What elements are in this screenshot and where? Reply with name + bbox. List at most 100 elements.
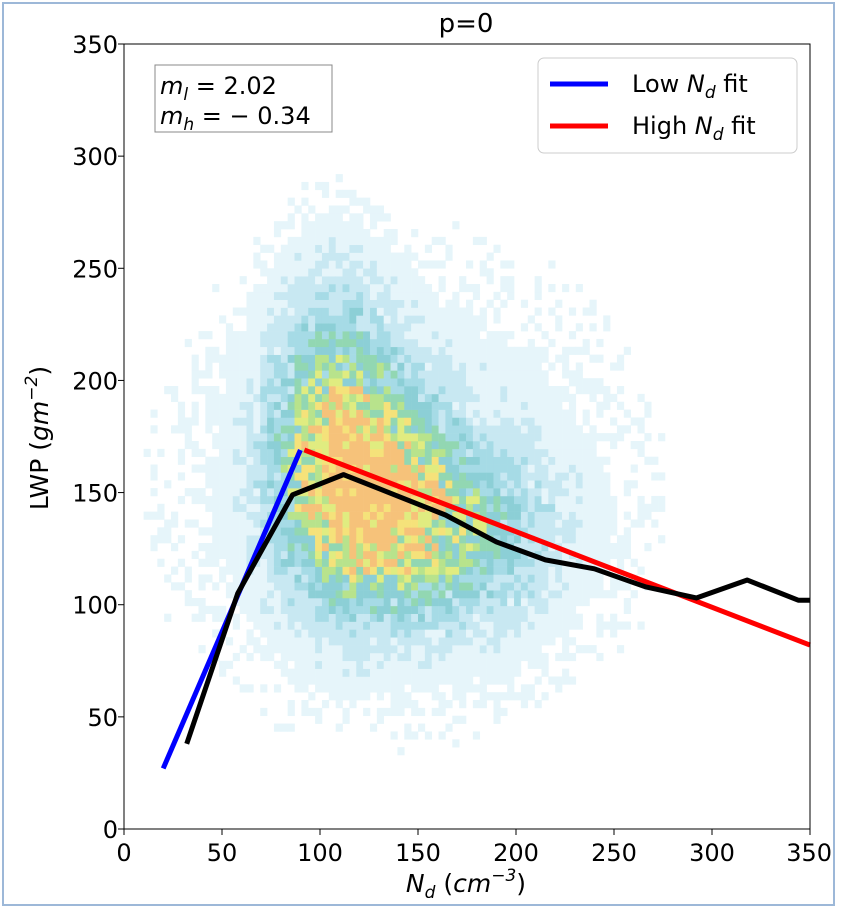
heatmap-cell xyxy=(534,566,542,575)
heatmap-cell xyxy=(171,543,179,552)
heatmap-cell xyxy=(548,464,556,473)
heatmap-cell xyxy=(596,495,604,505)
heatmap-cell xyxy=(308,597,316,607)
heatmap-cell xyxy=(315,362,323,371)
heatmap-cell xyxy=(321,645,330,654)
heatmap-cell xyxy=(445,590,453,599)
heatmap-cell xyxy=(287,503,295,512)
heatmap-cell xyxy=(452,519,460,528)
heatmap-cell xyxy=(342,440,350,450)
heatmap-cell xyxy=(527,456,535,465)
fit-lines xyxy=(160,447,811,770)
heatmap-cell xyxy=(610,495,618,505)
heatmap-cell xyxy=(376,519,384,528)
heatmap-cell xyxy=(418,386,426,395)
heatmap-cell xyxy=(520,574,529,583)
heatmap-cell xyxy=(500,276,508,285)
heatmap-cell xyxy=(342,550,350,560)
heatmap-cell xyxy=(610,433,618,442)
heatmap-cell xyxy=(610,543,618,552)
heatmap-cell xyxy=(383,331,391,340)
heatmap-cell xyxy=(541,440,549,450)
heatmap-cell xyxy=(424,605,433,614)
heatmap-cell xyxy=(308,590,316,599)
heatmap-cell xyxy=(205,386,213,395)
heatmap-cell xyxy=(424,370,433,379)
heatmap-cell xyxy=(363,409,371,418)
heatmap-cell xyxy=(171,582,179,591)
heatmap-cell xyxy=(466,574,474,583)
heatmap-cell xyxy=(363,613,371,622)
heatmap-cell xyxy=(390,574,398,583)
heatmap-cell xyxy=(507,409,515,418)
heatmap-cell xyxy=(280,440,288,450)
heatmap-cell xyxy=(273,684,282,693)
heatmap-cell xyxy=(335,503,343,512)
heatmap-cell xyxy=(349,590,357,599)
heatmap-cell xyxy=(342,511,350,520)
heatmap-cell xyxy=(568,495,577,505)
heatmap-cell xyxy=(438,354,446,363)
heatmap-cell xyxy=(383,401,391,410)
heatmap-cell xyxy=(438,448,446,457)
heatmap-cell xyxy=(404,731,412,740)
heatmap-cell xyxy=(205,409,213,418)
heatmap-cell xyxy=(321,268,330,277)
heatmap-cell xyxy=(520,519,529,528)
heatmap-cell xyxy=(294,315,302,324)
heatmap-cell xyxy=(376,707,384,717)
heatmap-cell xyxy=(260,291,268,300)
heatmap-cell xyxy=(315,244,323,253)
heatmap-cell xyxy=(205,354,213,363)
heatmap-cell xyxy=(246,597,254,607)
x-axis-title: Nd (cm−3) xyxy=(406,866,526,903)
heatmap-cell xyxy=(404,503,412,512)
heatmap-cell xyxy=(280,393,288,403)
heatmap-cell xyxy=(562,527,570,536)
heatmap-cell xyxy=(294,268,302,277)
heatmap-cell xyxy=(184,519,192,528)
heatmap-cell xyxy=(438,346,446,355)
heatmap-cell xyxy=(514,668,522,677)
heatmap-cell xyxy=(493,401,501,410)
heatmap-cell xyxy=(411,597,419,607)
heatmap-cell xyxy=(308,605,316,614)
heatmap-cell xyxy=(260,511,268,520)
heatmap-cell xyxy=(369,684,378,693)
heatmap-cell xyxy=(349,276,357,285)
heatmap-cell xyxy=(493,307,501,316)
heatmap-cell xyxy=(562,425,570,434)
heatmap-cell xyxy=(589,433,597,442)
heatmap-cell xyxy=(376,621,384,630)
heatmap-cell xyxy=(308,456,316,465)
heatmap-cell xyxy=(616,362,625,371)
heatmap-cell xyxy=(363,535,371,544)
heatmap-cell xyxy=(541,519,549,528)
heatmap-cell xyxy=(438,519,446,528)
heatmap-cell xyxy=(280,597,288,607)
heatmap-cell xyxy=(390,495,398,505)
heatmap-cell xyxy=(575,495,583,505)
heatmap-cell xyxy=(287,213,295,222)
heatmap-cell xyxy=(466,480,474,489)
heatmap-cell xyxy=(191,354,199,363)
heatmap-cell xyxy=(328,582,336,591)
heatmap-cell xyxy=(294,503,302,512)
heatmap-cell xyxy=(356,645,364,654)
heatmap-cell xyxy=(390,346,398,355)
heatmap-cell xyxy=(445,582,453,591)
heatmap-cell xyxy=(383,566,391,575)
heatmap-cell xyxy=(418,307,426,316)
heatmap-cell xyxy=(335,543,343,552)
y-tick-label: 50 xyxy=(87,704,118,732)
heatmap-cell xyxy=(424,323,433,332)
heatmap-cell xyxy=(335,558,343,567)
heatmap-cell xyxy=(555,566,563,575)
heatmap-cell xyxy=(369,637,378,646)
heatmap-cell xyxy=(411,668,419,677)
heatmap-cell xyxy=(527,495,535,505)
heatmap-cell xyxy=(321,550,330,560)
heatmap-cell xyxy=(568,621,577,630)
heatmap-cell xyxy=(452,652,460,662)
heatmap-cell xyxy=(171,511,179,520)
